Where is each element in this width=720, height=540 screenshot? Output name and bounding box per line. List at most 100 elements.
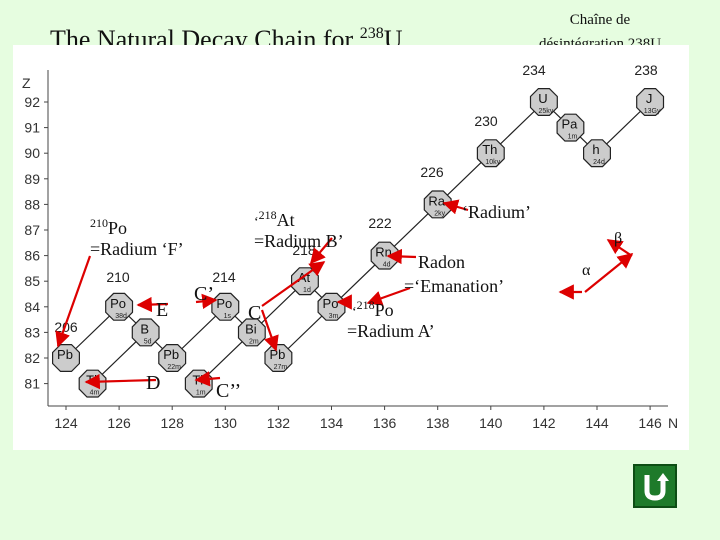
legend-beta-symbol: β [614, 230, 623, 247]
emanation-label: =‘Emanation’ [404, 276, 505, 296]
nuclide-symbol: U [538, 91, 547, 106]
nuclide-node [237, 318, 266, 347]
z-tick-label: 82 [24, 350, 40, 366]
z-tick-label: 87 [24, 222, 40, 238]
mass-number-label: 218 [292, 242, 316, 258]
nuclide-node [529, 87, 558, 117]
arrow-c-double-prime [194, 371, 221, 387]
po210-symbol: Po [108, 218, 128, 238]
z-tick-label: 83 [24, 324, 40, 340]
label-c-prime: C’ [194, 283, 214, 305]
z-tick-label: 84 [24, 299, 40, 315]
title-mass-number: 238 [359, 25, 384, 42]
home-button[interactable] [633, 464, 677, 508]
mass-number-label: 222 [368, 215, 392, 231]
nuclide-symbol: Po [323, 296, 339, 311]
nuclide-node [556, 113, 585, 142]
nuclide-half-life: 13Gy [644, 108, 661, 115]
label-e: E [156, 299, 169, 321]
mass-number-label: 230 [474, 113, 498, 129]
label-c: C [248, 302, 262, 324]
nuclide-node [636, 87, 665, 117]
z-axis-title: Z [22, 75, 31, 91]
arrow-c-to-at [261, 261, 326, 307]
n-tick-label: 124 [54, 415, 78, 431]
mass-number-label: 234 [522, 62, 546, 78]
nuclide-half-life: 1s [224, 313, 232, 320]
radium-a-label: =Radium A’ [347, 321, 435, 341]
nuclide-node [582, 139, 612, 168]
nuclide-symbol: Pb [57, 347, 73, 362]
nuclide-half-life: 1m [568, 134, 578, 141]
n-tick-label: 128 [161, 415, 185, 431]
nuclide-symbol: Th [482, 142, 497, 157]
nuclide-symbol: Ra [428, 193, 445, 208]
n-tick-label: 136 [373, 415, 397, 431]
nuclide-half-life: 2ky [434, 210, 445, 217]
legend-alpha-symbol: α [582, 262, 591, 279]
z-tick-label: 92 [24, 94, 40, 110]
n-tick-label: 126 [107, 415, 131, 431]
nuclide-symbol: Po [216, 296, 232, 311]
po218-label: ‘218Po [352, 298, 394, 320]
nuclide-half-life: 27m [274, 364, 288, 371]
radon-label: Radon [418, 252, 465, 272]
u-turn-arrow-icon [644, 473, 669, 501]
at218-symbol: At [276, 210, 295, 230]
arrow-c-to-pb [260, 309, 279, 352]
mass-number-label: 210 [106, 269, 130, 285]
z-tick-label: 89 [24, 171, 40, 187]
at218-label: ‘218At [254, 208, 295, 230]
mass-number-label: 214 [212, 269, 236, 285]
nuclide-symbol: B [140, 321, 149, 336]
at218-mass: 218 [258, 208, 277, 222]
radium-b-label: =Radium B’ [254, 231, 344, 251]
nuclide-symbol: Po [110, 296, 126, 311]
nuclide-symbol: Pb [269, 347, 285, 362]
nuclide-half-life: 24d [593, 159, 605, 166]
arrow-d [84, 373, 157, 390]
mass-number-label: 238 [634, 62, 658, 78]
arrow-po210-to-pb [55, 255, 92, 348]
nuclide-half-life: 4m [90, 390, 100, 397]
arrow-radon-to-po [366, 286, 411, 306]
po210-mass: 210 [90, 216, 108, 230]
nuclide-symbol: J [646, 91, 653, 106]
arrow-beta [584, 253, 634, 293]
z-tick-label: 90 [24, 145, 40, 161]
n-tick-label: 130 [214, 415, 238, 431]
n-tick-label: 142 [532, 415, 556, 431]
nuclide-half-life: 38d [115, 313, 127, 320]
nuclide-symbol: h [592, 142, 599, 157]
z-tick-label: 88 [24, 196, 40, 212]
nuclide-half-life: 10ky [485, 159, 500, 166]
n-tick-label: 146 [638, 415, 662, 431]
n-tick-label: 140 [479, 415, 503, 431]
radium-f-label: =Radium ‘F’ [90, 239, 184, 259]
chart-panel [13, 45, 689, 450]
nuclide-half-life: 4d [383, 262, 391, 269]
subtitle-line-1: Chaîne de [569, 12, 631, 28]
arrow-at218 [310, 237, 333, 265]
po210-label: 210Po [90, 212, 127, 239]
n-tick-label: 144 [585, 415, 609, 431]
arrow-c-prime [195, 293, 218, 310]
nuclide-half-life: 3m [329, 313, 339, 320]
nuclide-node [476, 139, 505, 168]
n-axis-title: N [668, 415, 678, 431]
n-tick-label: 134 [320, 415, 344, 431]
nuclide-symbol: Rn [375, 245, 392, 260]
n-tick-label: 138 [426, 415, 450, 431]
nuclide-node [131, 318, 160, 347]
po218-mass: 218 [356, 298, 375, 312]
z-tick-label: 85 [24, 273, 40, 289]
nuclide-half-life: 25ky [539, 108, 554, 115]
nuclide-half-life: 5d [144, 338, 152, 345]
radium-label: ‘Radium’ [462, 202, 531, 222]
arrow-radium [442, 199, 469, 215]
arrow-e [136, 296, 169, 313]
label-d: D [146, 372, 161, 394]
nuclide-half-life: 1d [303, 287, 311, 294]
nuclide-symbol: Tl [86, 373, 97, 388]
